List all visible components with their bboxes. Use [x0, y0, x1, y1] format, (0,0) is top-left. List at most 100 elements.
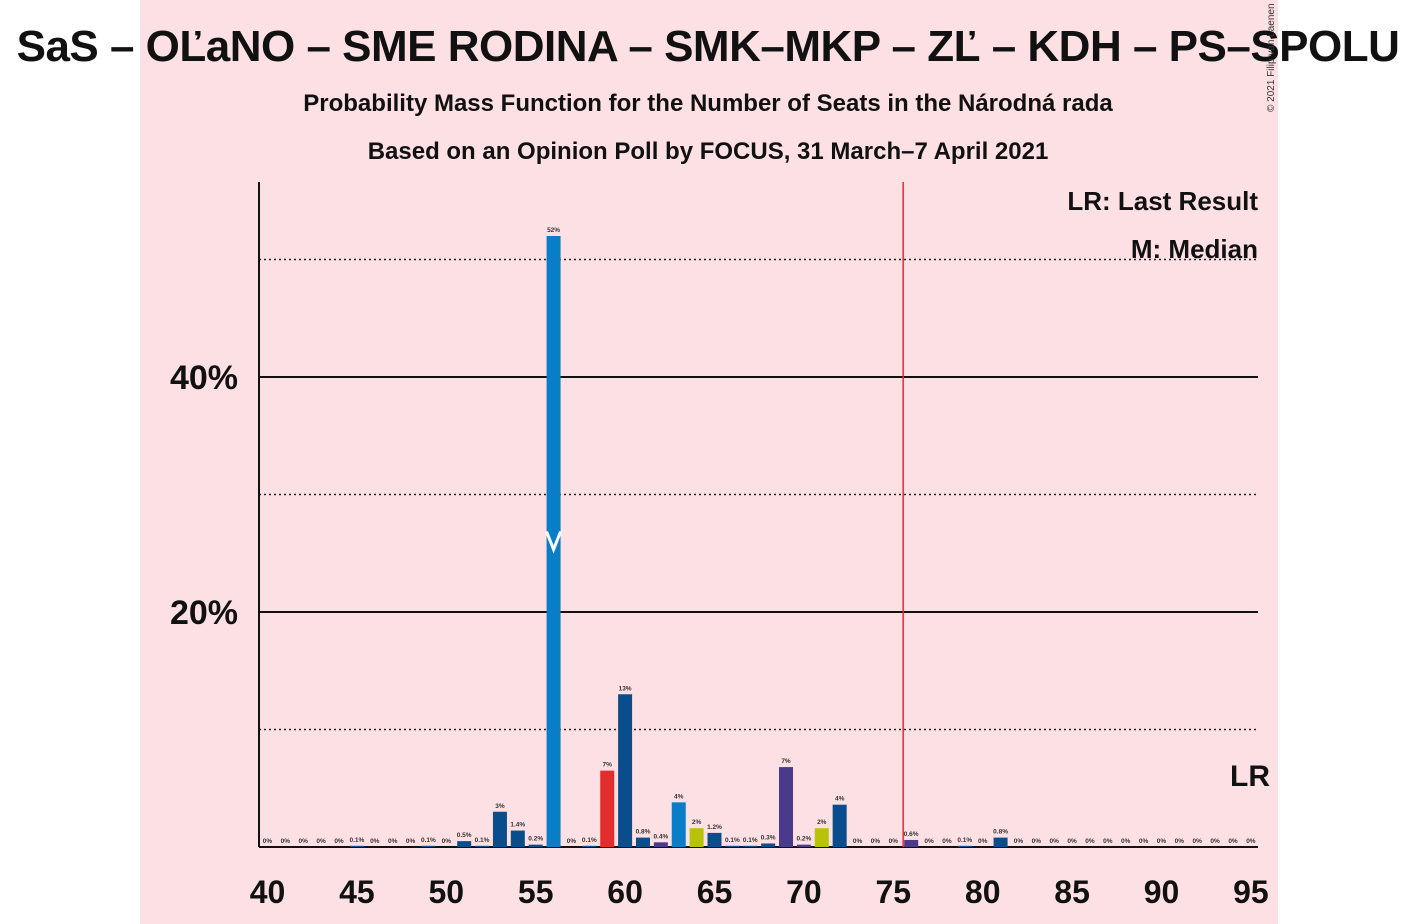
median-marker — [545, 530, 562, 554]
bar — [743, 845, 758, 847]
legend-last-result: LR: Last Result — [1067, 186, 1258, 216]
bar-value-label: 0% — [567, 838, 577, 845]
bar-value-label: 7% — [781, 758, 791, 765]
bar-value-label: 0.8% — [993, 829, 1008, 836]
bar — [993, 837, 1008, 847]
bar — [492, 811, 507, 847]
bar-value-label: 0% — [334, 838, 344, 845]
bar-value-label: 0% — [1103, 838, 1113, 845]
x-tick-label: 85 — [1054, 874, 1090, 910]
bar-value-label: 0% — [871, 838, 881, 845]
bar-value-label: 0% — [1157, 838, 1167, 845]
bar-value-label: 0% — [442, 838, 452, 845]
bar — [779, 767, 794, 847]
copyright-note: © 2021 Filip van Laenen — [1266, 3, 1277, 112]
bar-value-label: 0.1% — [475, 837, 490, 844]
bar — [689, 828, 704, 847]
bar — [725, 845, 740, 847]
bar-value-label: 0% — [1193, 838, 1203, 845]
bar-value-label: 0% — [316, 838, 326, 845]
bar — [528, 844, 543, 847]
bar-value-label: 7% — [603, 762, 613, 769]
bar-value-label: 0.8% — [636, 829, 651, 836]
bar-value-label: 0% — [853, 838, 863, 845]
bar-value-label: 0% — [281, 838, 291, 845]
bar-value-label: 0% — [1210, 838, 1220, 845]
bar-value-label: 1.4% — [510, 822, 525, 829]
bar-value-label: 0% — [924, 838, 934, 845]
bar-value-label: 0% — [1067, 838, 1077, 845]
x-tick-label: 65 — [697, 874, 733, 910]
bar-value-label: 0% — [370, 838, 380, 845]
bar-value-label: 0% — [1228, 838, 1238, 845]
bar-value-label: 0.4% — [653, 833, 668, 840]
x-tick-label: 60 — [607, 874, 643, 910]
bar-value-label: 0% — [1014, 838, 1024, 845]
background-band — [140, 0, 1278, 924]
x-tick-label: 80 — [965, 874, 1001, 910]
bar-value-label: 1.2% — [707, 824, 722, 831]
bar-value-label: 0.1% — [957, 837, 972, 844]
bar-value-label: 0.2% — [528, 836, 543, 843]
chart-subtitle: Probability Mass Function for the Number… — [303, 90, 1113, 117]
bar-value-label: 0.1% — [582, 837, 597, 844]
bar-value-label: 0.1% — [725, 837, 740, 844]
chart-source-line: Based on an Opinion Poll by FOCUS, 31 Ma… — [367, 138, 1049, 165]
bar — [671, 802, 686, 847]
bar-value-label: 52% — [547, 227, 560, 234]
bar-value-label: 0.3% — [761, 834, 776, 841]
x-tick-label: 70 — [786, 874, 822, 910]
x-tick-label: 95 — [1233, 874, 1269, 910]
bar-value-label: 0% — [889, 838, 899, 845]
bar-value-label: 2% — [817, 819, 827, 826]
bar-value-label: 0.6% — [904, 831, 919, 838]
x-tick-label: 55 — [518, 874, 554, 910]
bar-value-label: 0% — [1050, 838, 1060, 845]
x-tick-label: 45 — [339, 874, 375, 910]
bar — [814, 828, 829, 847]
bar — [600, 770, 615, 847]
bar — [904, 839, 919, 847]
bar-value-label: 2% — [692, 819, 702, 826]
bar-value-label: 0% — [1139, 838, 1149, 845]
bar — [546, 236, 561, 847]
bar — [761, 843, 776, 847]
bar-value-label: 0.5% — [457, 832, 472, 839]
bar-value-label: 0% — [388, 838, 398, 845]
bar — [421, 845, 436, 847]
bar-value-label: 0.1% — [349, 837, 364, 844]
bar-value-label: 0% — [1121, 838, 1131, 845]
bar — [475, 845, 490, 847]
bar — [832, 804, 847, 847]
bar-value-label: 0.1% — [421, 837, 436, 844]
bar — [618, 694, 633, 847]
bar — [957, 845, 972, 847]
bar-value-label: 0% — [299, 838, 309, 845]
bar — [349, 845, 364, 847]
bar-value-label: 0.2% — [796, 836, 811, 843]
bar-value-label: 0% — [978, 838, 988, 845]
bar-value-label: 0% — [942, 838, 952, 845]
bar-value-label: 0% — [263, 838, 273, 845]
x-tick-label: 90 — [1144, 874, 1180, 910]
bar-value-label: 13% — [619, 685, 632, 692]
bar — [457, 841, 472, 847]
y-tick-label: 20% — [170, 594, 238, 632]
bar-value-label: 3% — [495, 803, 505, 810]
bar — [510, 830, 525, 847]
x-tick-label: 50 — [429, 874, 465, 910]
bar-value-label: 0% — [1085, 838, 1095, 845]
last-result-label: LR — [1230, 760, 1270, 793]
x-tick-label: 75 — [876, 874, 912, 910]
bar — [653, 842, 668, 847]
y-tick-label: 40% — [170, 359, 238, 397]
bar-value-label: 0% — [406, 838, 416, 845]
bar — [582, 845, 597, 847]
bar-value-label: 0% — [1246, 838, 1256, 845]
legend-median: M: Median — [1130, 234, 1258, 264]
bar-value-label: 4% — [835, 796, 845, 803]
bar-value-label: 0% — [1175, 838, 1185, 845]
bar-value-label: 0% — [1032, 838, 1042, 845]
